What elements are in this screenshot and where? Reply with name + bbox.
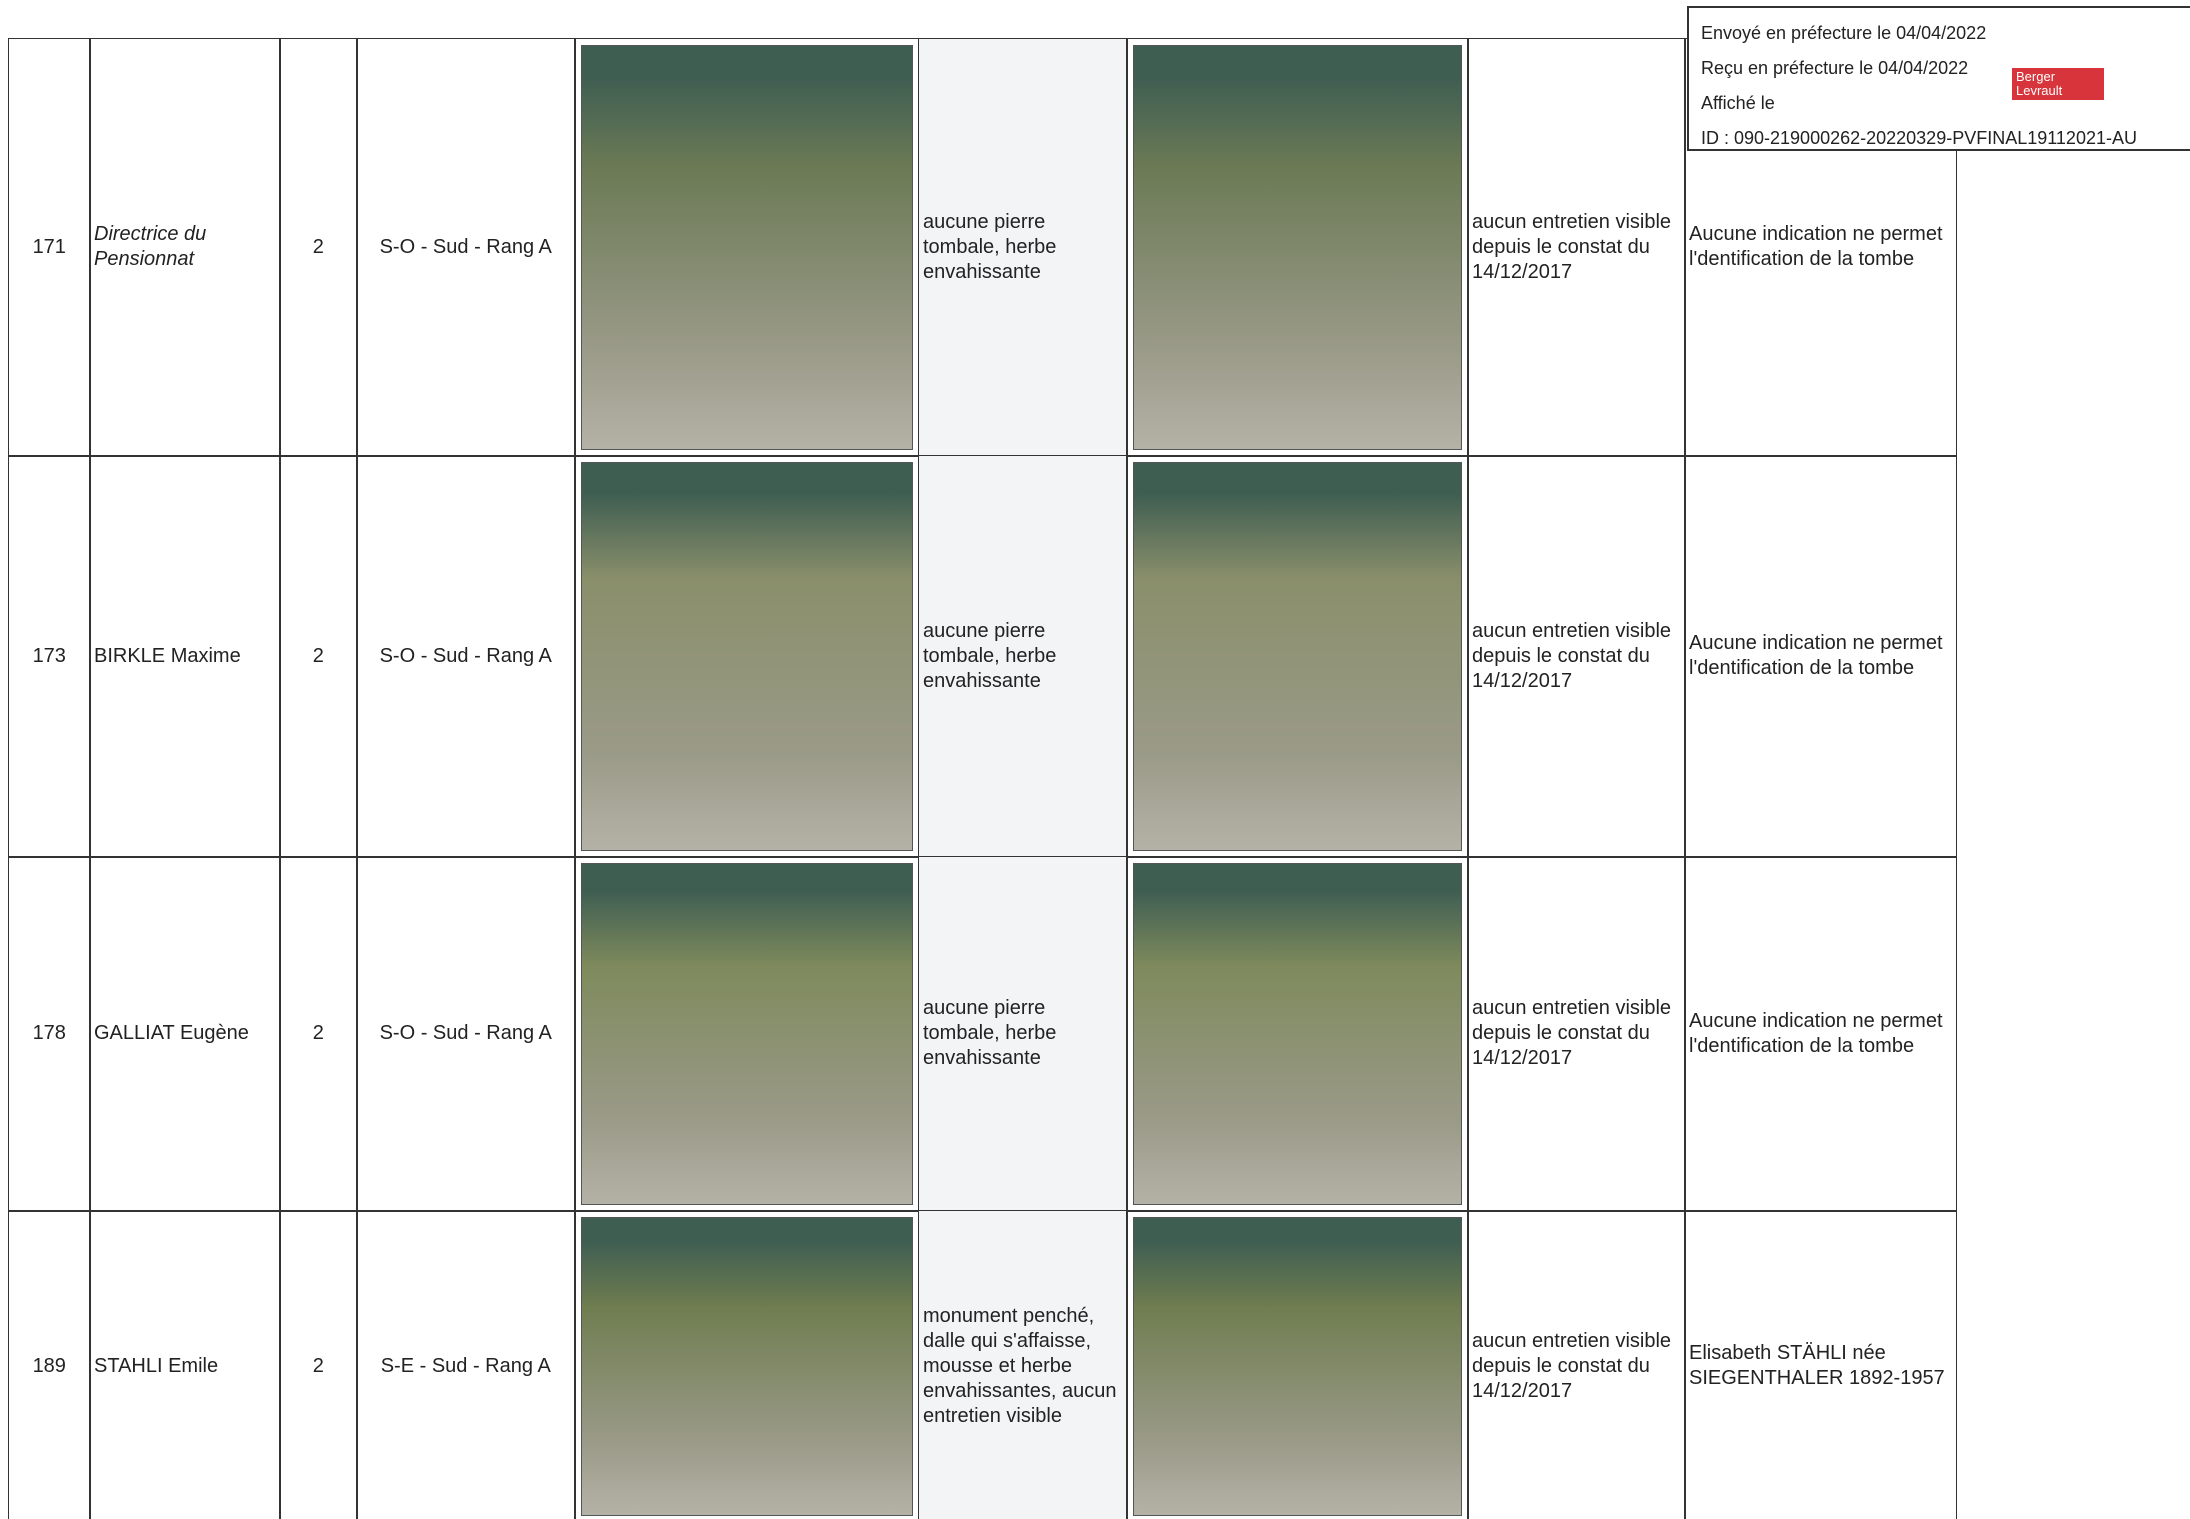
observation: aucune pierre tombale, herbe envahissant… [918,856,1128,1212]
name: GALLIAT Eugène [89,856,281,1212]
grave-photo [1133,462,1462,851]
location: S-O - Sud - Rang A [356,856,576,1212]
row-number: 189 [8,1210,91,1519]
maintenance: aucun entretien visible depuis le consta… [1467,856,1686,1212]
maintenance: aucun entretien visible depuis le consta… [1467,455,1686,858]
remark: Aucune indication ne permet l'dentificat… [1684,856,1957,1212]
location: S-O - Sud - Rang A [356,455,576,858]
remark: Aucune indication ne permet l'dentificat… [1684,455,1957,858]
name: STAHLI Emile [89,1210,281,1519]
level: 2 [279,38,358,457]
grave-photo [581,462,913,851]
grave-photo [1133,1217,1462,1516]
grave-photo [581,1217,913,1516]
document-id: ID : 090-219000262-20220329-PVFINAL19112… [1701,128,2137,148]
level: 2 [279,455,358,858]
photo-cell [1126,856,1469,1212]
location: S-E - Sud - Rang A [356,1210,576,1519]
level: 2 [279,856,358,1212]
maintenance: aucun entretien visible depuis le consta… [1467,38,1686,457]
row-number: 171 [8,38,91,457]
posted-date: Affiché le [1701,93,1775,113]
name: BIRKLE Maxime [89,455,281,858]
grave-photo [1133,45,1462,450]
maintenance: aucun entretien visible depuis le consta… [1467,1210,1686,1519]
name: Directrice du Pensionnat [89,38,281,457]
sent-date: Envoyé en préfecture le 04/04/2022 [1701,23,1987,43]
photo-cell [1126,1210,1469,1519]
observation: aucune pierre tombale, herbe envahissant… [918,455,1128,858]
received-date: Reçu en préfecture le 04/04/2022 [1701,58,1969,78]
photo-cell [574,856,920,1212]
grave-photo [581,863,913,1205]
location: S-O - Sud - Rang A [356,38,576,457]
grave-photo [1133,863,1462,1205]
row-number: 178 [8,856,91,1212]
photo-cell [574,38,920,457]
photo-cell [1126,455,1469,858]
photo-cell [1126,38,1469,457]
remark: Aucune indication ne permet l'dentificat… [1684,38,1957,457]
photo-cell [574,455,920,858]
grave-photo [581,45,913,450]
row-number: 173 [8,455,91,858]
observation: aucune pierre tombale, herbe envahissant… [918,38,1128,457]
remark: Elisabeth STÄHLI née SIEGENTHALER 1892-1… [1684,1210,1957,1519]
level: 2 [279,1210,358,1519]
prefecture-stamp: Envoyé en préfecture le 04/04/2022 Reçu … [1687,6,2190,151]
photo-cell [574,1210,920,1519]
observation: monument penché, dalle qui s'affaisse, m… [918,1210,1128,1519]
logo: Berger Levrault [2012,68,2104,100]
